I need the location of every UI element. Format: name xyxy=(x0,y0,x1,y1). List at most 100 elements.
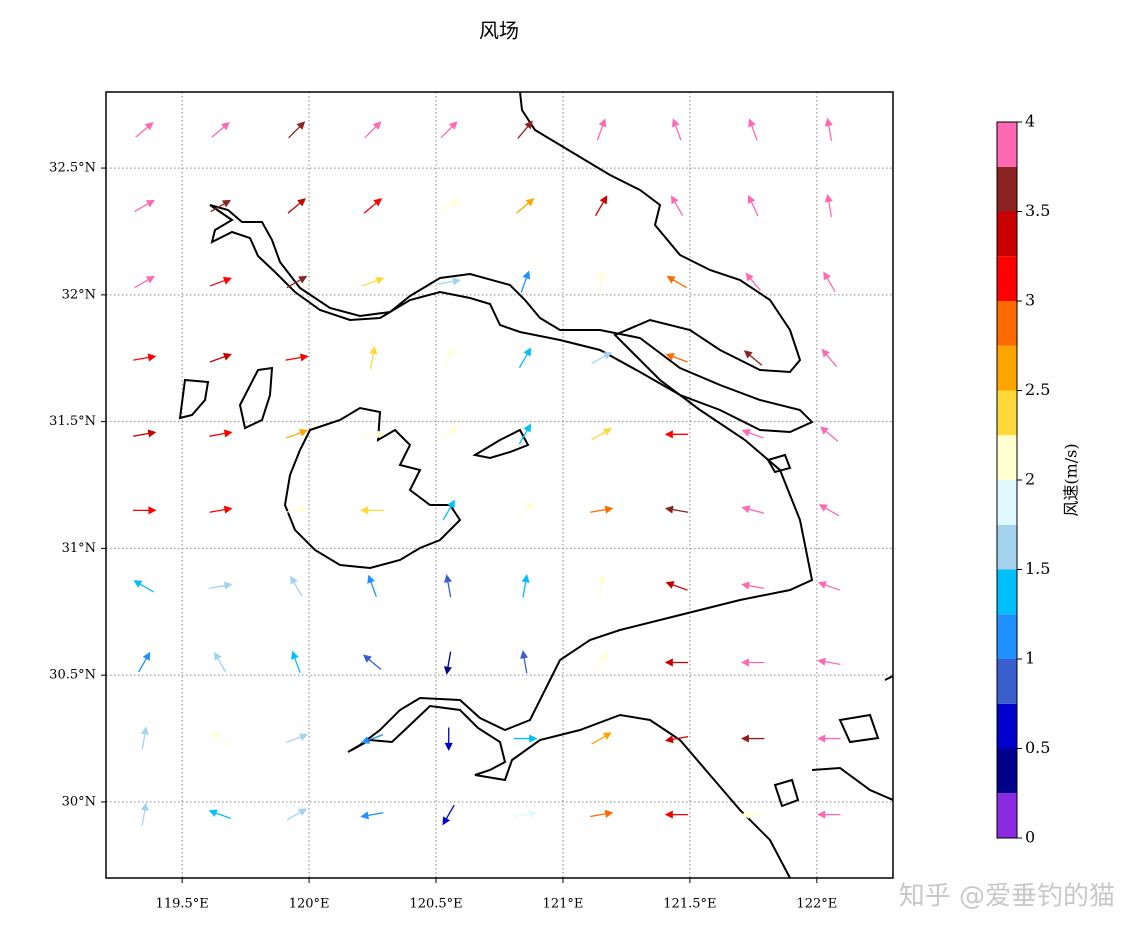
wind-arrow xyxy=(745,272,761,292)
wind-arrow xyxy=(285,353,309,362)
colorbar-bin xyxy=(997,748,1017,794)
wind-arrow xyxy=(285,428,309,439)
colorbar-bin xyxy=(997,569,1017,615)
lake xyxy=(238,366,274,430)
wind-arrow xyxy=(290,575,303,597)
colorbar-bin xyxy=(997,301,1017,346)
wind-arrow xyxy=(740,734,765,743)
y-tick-label: 30°N xyxy=(62,794,96,809)
wind-arrow xyxy=(594,195,608,216)
wind-arrow xyxy=(364,121,382,139)
wind-arrow xyxy=(748,118,758,141)
wind-arrow xyxy=(664,735,689,744)
colorbar-tick-label: 0.5 xyxy=(1025,738,1050,757)
wind-arrow xyxy=(214,651,227,673)
colorbar-label: 风速(m/s) xyxy=(1062,443,1081,516)
wind-arrow xyxy=(210,199,232,213)
wind-arrow xyxy=(285,505,309,514)
colorbar: 0 0.5 1 1.5 2 2.5 3 3.5 4 xyxy=(996,112,1050,847)
wind-arrow xyxy=(665,352,688,363)
colorbar-tick-label: 2.5 xyxy=(1025,380,1050,399)
wind-arrow xyxy=(209,352,232,363)
coastline xyxy=(811,675,893,801)
grid xyxy=(106,92,893,878)
wind-arrow xyxy=(138,651,151,673)
colorbar-bin xyxy=(997,480,1017,525)
wind-arrow xyxy=(437,277,461,286)
wind-arrow xyxy=(596,118,607,141)
wind-arrow xyxy=(518,347,532,369)
wind-arrow xyxy=(360,734,384,744)
colorbar-bin xyxy=(997,614,1017,659)
wind-arrow xyxy=(285,733,309,743)
wind-arrow xyxy=(362,276,385,287)
wind-arrow xyxy=(671,118,682,141)
colorbar-tick-label: 3.5 xyxy=(1025,201,1050,220)
y-tick-label: 32°N xyxy=(62,287,96,302)
wind-arrow xyxy=(209,732,231,745)
wind-arrow xyxy=(591,732,612,745)
wind-arrow xyxy=(520,650,529,674)
wind-arrow xyxy=(821,348,838,368)
wind-arrow xyxy=(133,506,157,515)
x-tick-label: 120°E xyxy=(289,897,330,912)
wind-arrow xyxy=(591,428,612,441)
wind-arrow xyxy=(670,195,684,216)
wind-arrow xyxy=(133,353,157,362)
coastline xyxy=(347,92,814,878)
colorbar-bin xyxy=(997,703,1017,749)
wind-arrow xyxy=(440,121,458,139)
wind-arrow xyxy=(664,658,689,667)
wind-arrow xyxy=(741,581,765,590)
wind-arrow xyxy=(664,810,689,819)
colorbar-bin xyxy=(997,793,1017,838)
colorbar-tick-label: 4 xyxy=(1025,112,1035,131)
wind-arrow xyxy=(134,275,155,289)
x-tick-label: 122°E xyxy=(796,897,837,912)
y-tick-label: 30.5°N xyxy=(49,668,96,683)
wind-arrow xyxy=(209,505,233,514)
y-tick-label: 31°N xyxy=(62,541,96,556)
wind-arrow xyxy=(361,430,386,439)
colorbar-bin xyxy=(997,390,1017,436)
wind-arrow xyxy=(520,270,531,293)
wind-arrow xyxy=(740,658,765,667)
colorbar-tick-label: 1.5 xyxy=(1025,559,1050,578)
wind-arrow xyxy=(819,426,839,442)
coastlines xyxy=(178,92,893,878)
wind-arrow xyxy=(363,654,382,671)
y-tick-label: 32.5°N xyxy=(49,161,96,176)
lake xyxy=(472,428,530,460)
wind-arrow xyxy=(597,574,606,598)
plot-frame xyxy=(105,91,894,879)
wind-arrow xyxy=(134,199,155,213)
arrows xyxy=(133,117,841,826)
wind-arrow xyxy=(521,574,530,598)
island xyxy=(766,453,792,474)
wind-arrow xyxy=(443,574,452,598)
lake-taihu xyxy=(283,406,462,570)
wind-arrow xyxy=(369,345,378,370)
colorbar-bin xyxy=(997,211,1017,257)
colorbar-bin xyxy=(997,122,1017,167)
wind-arrow xyxy=(664,430,689,439)
colorbar-bin xyxy=(997,345,1017,391)
wind-arrow xyxy=(287,198,306,214)
wind-arrow xyxy=(140,726,149,750)
wind-arrow xyxy=(442,347,455,369)
lake xyxy=(178,378,210,420)
wind-arrow xyxy=(743,350,763,366)
wind-arrow xyxy=(208,809,231,819)
wind-arrow xyxy=(823,271,836,293)
colorbar-tick-label: 1 xyxy=(1025,649,1035,668)
wind-arrow xyxy=(135,122,154,138)
wind-arrow xyxy=(513,734,538,743)
wind-arrow xyxy=(211,122,230,138)
colorbar-bin xyxy=(997,166,1017,212)
x-tick-label: 121.5°E xyxy=(663,897,716,912)
wind-arrow xyxy=(444,727,453,752)
wind-arrow xyxy=(741,428,764,439)
colorbar-tick-label: 0 xyxy=(1025,828,1035,847)
wind-arrow xyxy=(360,506,384,515)
wind-arrow xyxy=(516,198,535,214)
